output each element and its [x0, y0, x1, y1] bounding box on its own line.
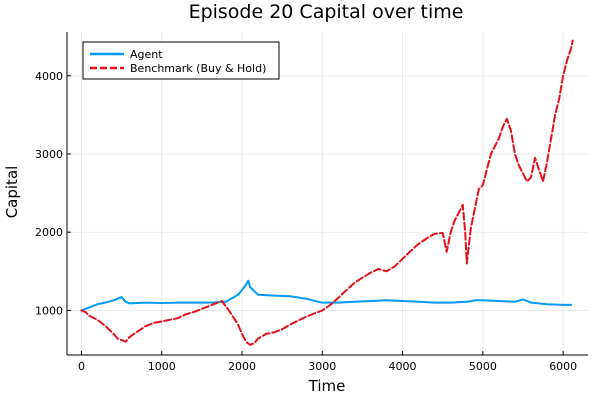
y-tick-label: 3000 [35, 148, 63, 161]
axes: 0 1000 2000 3000 4000 5000 6000 1000 2000 3000 400… [35, 32, 588, 373]
series-layer [80, 39, 574, 346]
x-tick-label: 5000 [469, 360, 497, 373]
benchmark-series-line [80, 39, 574, 346]
y-tick-label: 2000 [35, 226, 63, 239]
y-tick-label: 1000 [35, 304, 63, 317]
legend-box [82, 41, 280, 80]
y-axis-title: Capital [3, 166, 21, 219]
legend-label-agent: Agent [130, 48, 163, 61]
x-tick-label: 2000 [228, 360, 256, 373]
x-tick-label: 1000 [148, 360, 176, 373]
y-tick-label: 4000 [35, 70, 63, 83]
agent-series-line [80, 279, 573, 312]
x-axis-title: Time [308, 377, 346, 395]
x-tick-label: 6000 [549, 360, 577, 373]
x-tick-label: 4000 [389, 360, 417, 373]
legend-label-benchmark: Benchmark (Buy & Hold) [130, 62, 266, 75]
legend: Agent Benchmark (Buy & Hold) [82, 41, 280, 80]
x-tick-label: 3000 [308, 360, 336, 373]
x-tick-label: 0 [78, 360, 85, 373]
chart-title: Episode 20 Capital over time [189, 1, 464, 23]
